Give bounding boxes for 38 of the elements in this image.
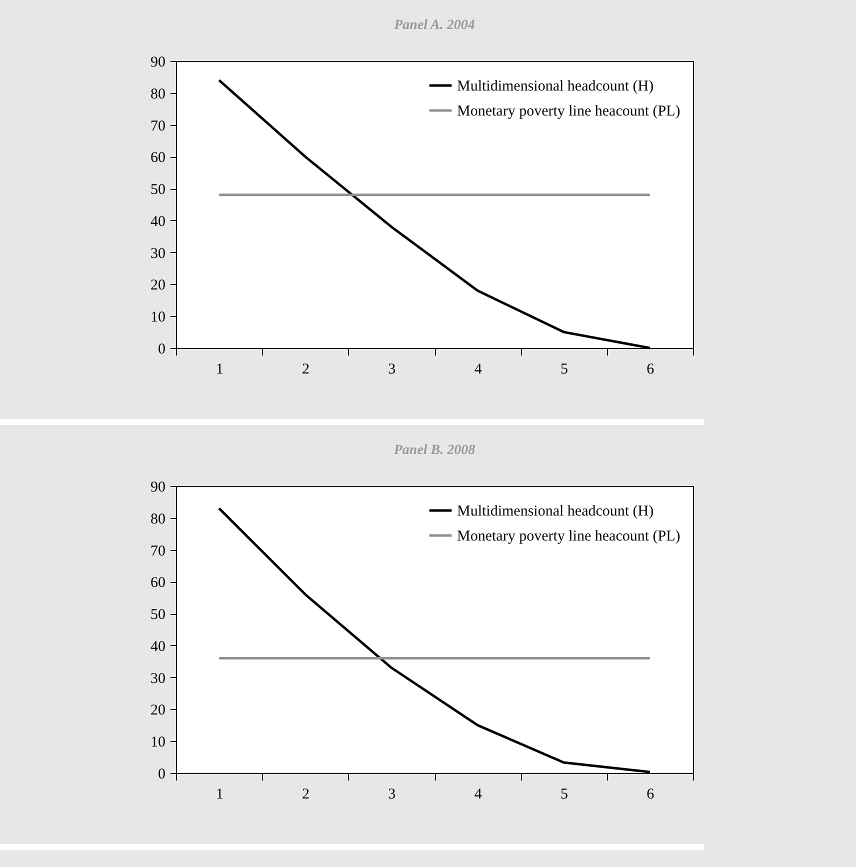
x-tick-label: 2 bbox=[302, 786, 310, 802]
y-tick-label: 0 bbox=[158, 766, 166, 782]
x-tick-label: 3 bbox=[388, 362, 396, 378]
y-tick-label: 80 bbox=[150, 86, 166, 102]
y-tick-label: 50 bbox=[150, 182, 166, 198]
x-tick-label: 3 bbox=[388, 786, 396, 802]
legend-label: Multidimensional headcount (H) bbox=[457, 78, 654, 94]
x-tick-label: 2 bbox=[302, 362, 310, 378]
y-tick-label: 50 bbox=[150, 607, 166, 624]
y-tick-label: 30 bbox=[150, 670, 166, 687]
x-tick-label: 5 bbox=[560, 786, 568, 802]
x-tick-label: 6 bbox=[646, 362, 655, 378]
x-tick-label: 1 bbox=[216, 362, 224, 378]
legend-label: Multidimensional headcount (H) bbox=[457, 504, 654, 520]
y-tick-label: 70 bbox=[150, 543, 166, 560]
y-tick-label: 70 bbox=[150, 118, 166, 134]
y-tick-label: 60 bbox=[150, 150, 166, 166]
x-tick-label: 4 bbox=[474, 786, 482, 802]
y-tick-label: 40 bbox=[150, 214, 166, 230]
x-tick-label: 4 bbox=[474, 362, 482, 378]
y-tick-label: 90 bbox=[150, 480, 166, 496]
y-tick-label: 0 bbox=[158, 342, 166, 358]
x-tick-label: 5 bbox=[560, 362, 568, 378]
y-tick-label: 10 bbox=[150, 310, 166, 326]
chart-title: Panel A. 2004 bbox=[394, 18, 475, 33]
legend-label: Monetary poverty line heacount (PL) bbox=[457, 104, 680, 120]
y-tick-label: 10 bbox=[150, 734, 166, 751]
y-tick-label: 20 bbox=[150, 278, 166, 294]
x-tick-label: 6 bbox=[646, 786, 655, 802]
y-tick-label: 80 bbox=[150, 511, 166, 528]
y-tick-label: 40 bbox=[150, 638, 166, 655]
y-tick-label: 30 bbox=[150, 246, 166, 262]
y-tick-label: 90 bbox=[150, 54, 166, 70]
chart-title: Panel B. 2008 bbox=[394, 443, 476, 458]
y-tick-label: 60 bbox=[150, 575, 166, 592]
x-tick-label: 1 bbox=[216, 786, 224, 802]
legend-label: Monetary poverty line heacount (PL) bbox=[457, 528, 680, 544]
y-tick-label: 20 bbox=[150, 702, 166, 719]
